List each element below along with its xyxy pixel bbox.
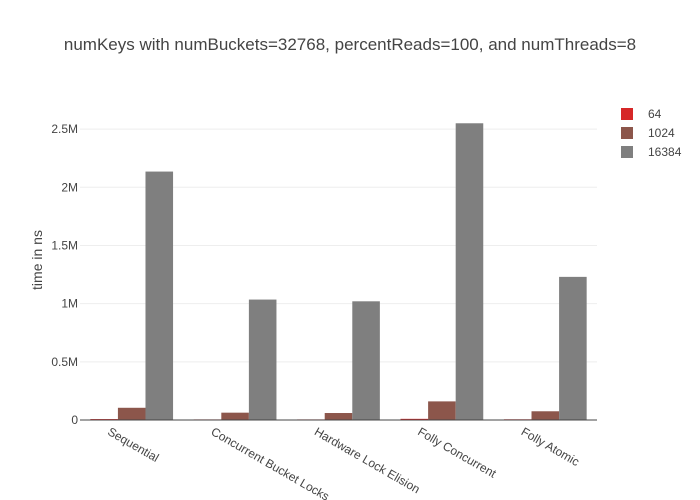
x-axis-ticks: Sequential Concurrent Bucket LocksHardwar… (105, 424, 582, 500)
bar-1024[interactable] (428, 401, 456, 420)
y-axis-title: time in ns (29, 230, 45, 290)
bars (90, 123, 587, 420)
y-tick-label: 1M (61, 297, 78, 311)
bar-16384[interactable] (145, 171, 174, 420)
y-tick-label: 0 (71, 413, 78, 427)
y-tick-label: 2.5M (51, 122, 78, 136)
bar-16384[interactable] (248, 299, 277, 420)
x-tick-label: Hardware Lock Elision (312, 424, 422, 496)
bar-16384[interactable] (455, 123, 484, 420)
legend-item-1024[interactable]: 1024 (621, 126, 675, 140)
bar-1024[interactable] (117, 407, 146, 420)
y-tick-label: 1.5M (51, 238, 78, 252)
legend-label: 64 (648, 107, 662, 121)
bar-1024[interactable] (324, 413, 353, 420)
y-axis-ticks: 0 0.5M 1M 1.5M 2M 2.5M (51, 122, 78, 427)
legend-item-64[interactable]: 64 (621, 107, 662, 121)
x-tick-label: Sequential (105, 424, 161, 464)
legend-item-16384[interactable]: 16384 (621, 145, 682, 159)
bar-1024[interactable] (531, 411, 560, 420)
bar-64[interactable] (400, 418, 429, 420)
legend-swatch (621, 108, 633, 120)
legend: 64 1024 16384 (621, 107, 682, 159)
legend-swatch (621, 127, 633, 139)
x-tick-label: Folly Concurrent (415, 424, 499, 480)
legend-label: 1024 (648, 126, 675, 140)
legend-label: 16384 (648, 145, 682, 159)
y-tick-label: 0.5M (51, 355, 78, 369)
bar-16384[interactable] (559, 276, 587, 420)
x-tick-label: Folly Atomic (519, 424, 582, 468)
bar-16384[interactable] (352, 301, 380, 420)
bar-1024[interactable] (221, 412, 249, 420)
y-tick-label: 2M (61, 180, 78, 194)
chart-title: numKeys with numBuckets=32768, percentRe… (64, 35, 636, 54)
legend-swatch (621, 146, 633, 158)
